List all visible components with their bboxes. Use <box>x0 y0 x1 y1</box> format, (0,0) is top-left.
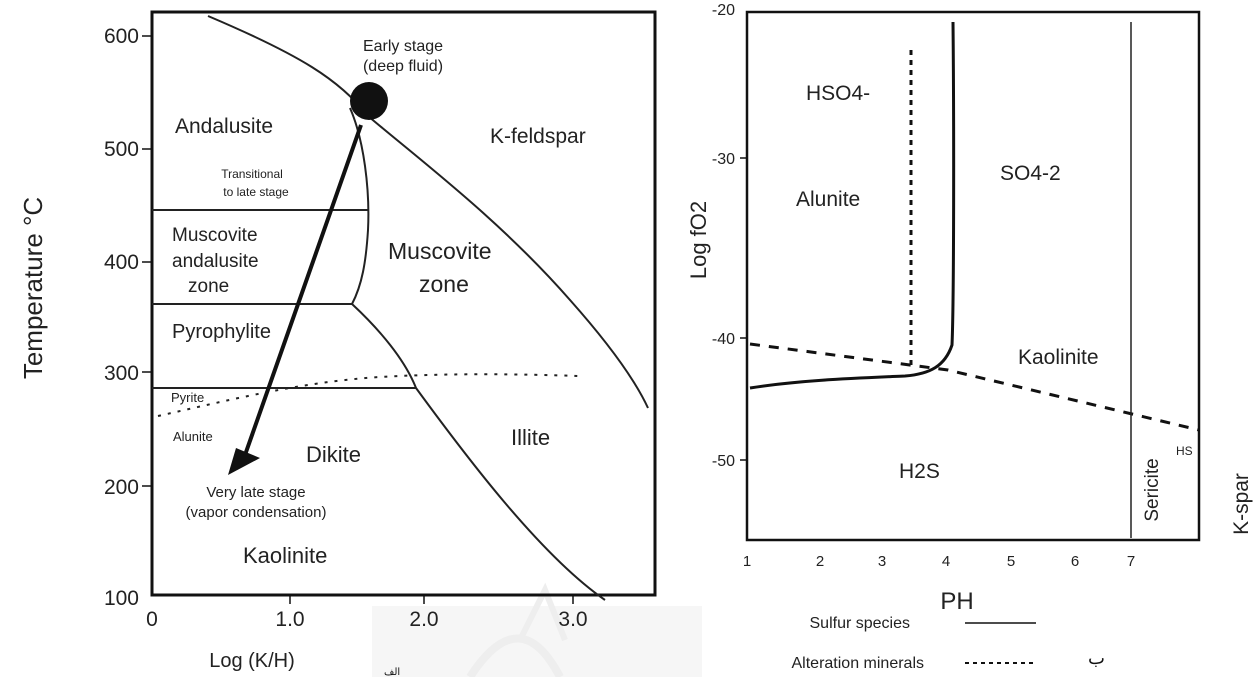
annotation-very-late-stage: (vapor condensation) <box>186 504 327 521</box>
right-y-ticks <box>740 157 747 461</box>
left-x-axis-label: Log (K/H) <box>209 650 295 672</box>
right-x-tick-label: 4 <box>942 553 950 570</box>
left-y-tick-label: 100 <box>104 587 139 610</box>
left-y-axis-label: Temperature °C <box>18 197 48 379</box>
field-k-feldspar: K-feldspar <box>490 125 586 148</box>
right-y-tick-label: -50 <box>712 453 735 470</box>
right-y-tick-label: -30 <box>712 151 735 168</box>
field-hso4: HSO4- <box>806 82 870 105</box>
left-y-ticks <box>142 35 152 487</box>
right-x-tick-labels: 1 2 3 4 5 6 7 <box>743 553 1135 570</box>
field-muscovite-andalusite: zone <box>188 276 229 297</box>
right-diagram: -20 -30 -40 -50 1 2 3 4 5 6 7 PH Log fO2… <box>686 2 1253 672</box>
fluid-evolution-arrow <box>243 124 363 456</box>
field-hs: HS <box>1176 444 1193 458</box>
left-y-tick-label: 500 <box>104 138 139 161</box>
left-x-tick-label: 3.0 <box>558 608 587 631</box>
left-x-tick-labels: 0 1.0 2.0 3.0 <box>146 608 587 631</box>
right-y-tick-label: -20 <box>712 2 735 19</box>
legend-sulfur-species-label: Sulfur species <box>810 615 911 632</box>
figure-part-mark: ب <box>1088 648 1105 668</box>
field-sericite: Sericite <box>1142 458 1163 521</box>
field-so4: SO4-2 <box>1000 162 1061 185</box>
pyrite-alunite-dotted-line <box>157 373 579 417</box>
right-y-tick-labels: -20 -30 -40 -50 <box>712 2 735 470</box>
annotation-early-stage: Early stage <box>363 38 443 55</box>
right-x-tick-label: 6 <box>1071 553 1079 570</box>
sulfur-species-boundary <box>749 21 956 390</box>
field-muscovite-zone: Muscovite <box>388 238 492 264</box>
andalusite-muscovite-boundary <box>349 107 370 305</box>
early-stage-marker <box>350 82 388 120</box>
right-x-tick-label: 5 <box>1007 553 1015 570</box>
muscovite-illite-boundary <box>351 303 606 601</box>
left-x-tick-label: 0 <box>146 608 158 631</box>
field-pyrophylite: Pyrophylite <box>172 321 271 343</box>
left-y-tick-label: 200 <box>104 476 139 499</box>
left-diagram: 600 500 400 300 200 100 0 1.0 2.0 3.0 Lo… <box>18 10 657 672</box>
left-y-tick-label: 600 <box>104 25 139 48</box>
right-x-tick-label: 1 <box>743 553 751 570</box>
annotation-very-late-stage: Very late stage <box>206 484 305 501</box>
arrow-head <box>228 448 260 475</box>
left-x-ticks <box>289 595 574 604</box>
left-x-tick-label: 1.0 <box>275 608 304 631</box>
left-y-tick-label: 300 <box>104 362 139 385</box>
field-kaolinite: Kaolinite <box>243 543 327 568</box>
field-k-spar: K-spar <box>1230 473 1253 535</box>
left-boundaries <box>152 15 649 601</box>
left-y-tick-label: 400 <box>104 251 139 274</box>
legend: Sulfur species Alteration minerals <box>792 615 1036 672</box>
field-andalusite: Andalusite <box>175 115 273 138</box>
annotation-transitional: to late stage <box>223 185 289 199</box>
field-pyrite: Pyrite <box>171 390 204 405</box>
right-x-axis-label: PH <box>940 588 973 615</box>
field-alunite-right: Alunite <box>796 188 860 211</box>
right-y-tick-label: -40 <box>712 331 735 348</box>
right-x-tick-label: 3 <box>878 553 886 570</box>
figure-part-mark: الف <box>384 667 400 677</box>
kfeldspar-boundary <box>207 15 649 409</box>
field-alunite: Alunite <box>173 429 213 444</box>
field-kaolinite-right: Kaolinite <box>1018 346 1099 369</box>
field-dikite: Dikite <box>306 442 361 467</box>
left-x-tick-label: 2.0 <box>409 608 438 631</box>
alunite-kaolinite-boundary <box>749 342 1200 432</box>
annotation-early-stage: (deep fluid) <box>363 58 443 75</box>
legend-alteration-minerals-label: Alteration minerals <box>792 655 925 672</box>
watermark <box>372 582 702 677</box>
field-h2s: H2S <box>899 460 940 483</box>
field-illite: Illite <box>511 425 550 450</box>
right-x-tick-label: 2 <box>816 553 824 570</box>
annotation-transitional: Transitional <box>221 167 283 181</box>
field-muscovite-zone: zone <box>419 271 469 297</box>
right-x-tick-label: 7 <box>1127 553 1135 570</box>
field-muscovite-andalusite: Muscovite <box>172 225 258 246</box>
right-plot-frame <box>745 10 1201 542</box>
left-y-tick-labels: 600 500 400 300 200 100 <box>104 25 139 610</box>
field-muscovite-andalusite: andalusite <box>172 251 259 272</box>
right-y-axis-label: Log fO2 <box>686 201 711 279</box>
